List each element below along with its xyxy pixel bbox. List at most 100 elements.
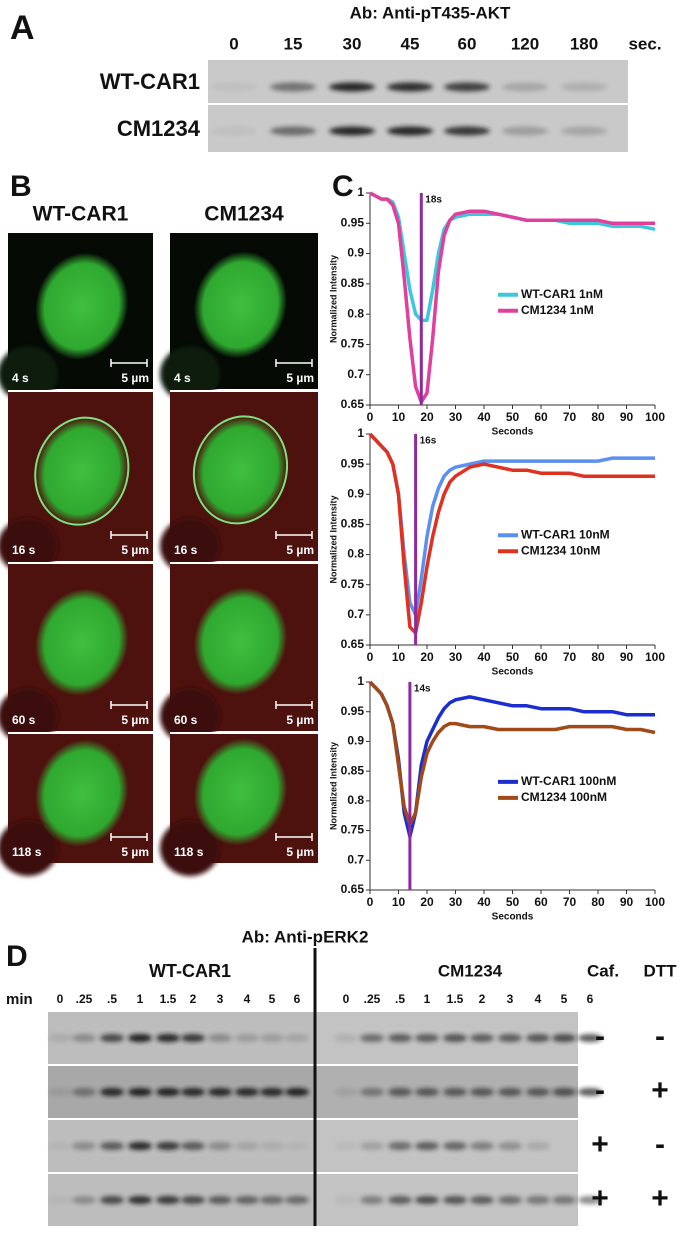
time-label: 30 [343, 34, 362, 53]
cell-membrane [34, 416, 130, 526]
group-label: WT-CAR1 [149, 961, 231, 981]
y-tick-label: 0.85 [341, 763, 365, 777]
band [270, 82, 316, 92]
band [260, 1142, 284, 1150]
band [285, 1196, 309, 1204]
condition-sign: - [595, 1074, 605, 1107]
time-label: .25 [76, 992, 93, 1006]
cell [35, 417, 129, 525]
x-tick-label: 20 [420, 650, 434, 664]
y-axis-label: Normalized Intensity [328, 495, 338, 583]
band [181, 1196, 205, 1204]
band [470, 1088, 494, 1096]
time-label: 5 [561, 992, 568, 1006]
band [443, 1196, 467, 1204]
y-axis-label: Normalized Intensity [328, 255, 338, 343]
legend-label: CM1234 10nM [521, 543, 600, 557]
time-label: 120 [511, 34, 539, 53]
band [526, 1142, 550, 1150]
column-label: CM1234 [204, 203, 284, 226]
band [388, 1196, 412, 1204]
time-label: 16 s [174, 543, 198, 557]
legend-label: WT-CAR1 1nM [521, 287, 603, 301]
band [526, 1088, 550, 1096]
band [334, 1196, 358, 1204]
band [415, 1142, 439, 1150]
condition-sign: - [595, 1020, 605, 1053]
band [387, 126, 433, 136]
scale-bar [275, 359, 313, 367]
scale-label: 5 µm [286, 371, 314, 385]
time-label: 6 [294, 992, 301, 1006]
x-axis-label: Seconds [492, 427, 534, 438]
time-label: 60 [458, 34, 477, 53]
y-tick-label: 0.65 [341, 882, 365, 896]
x-tick-label: 10 [392, 895, 406, 909]
antibody-label: Ab: Anti-pERK2 [242, 927, 369, 946]
y-tick-label: 0.65 [341, 397, 365, 411]
condition-sign: + [651, 1182, 669, 1215]
blot [208, 60, 628, 152]
neighbor-cell [160, 820, 220, 876]
x-tick-label: 70 [563, 895, 577, 909]
band [498, 1034, 522, 1042]
scale-label: 5 µm [286, 543, 314, 557]
band [181, 1034, 205, 1042]
time-label: 3 [217, 992, 224, 1006]
group-label: CM1234 [438, 961, 503, 980]
y-tick-label: 0.95 [341, 704, 365, 718]
scale-label: 5 µm [121, 713, 149, 727]
legend-label: CM1234 100nM [521, 790, 607, 804]
scale-label: 5 µm [286, 845, 314, 859]
x-tick-label: 60 [534, 410, 548, 424]
time-label: 4 s [174, 371, 191, 385]
y-tick-label: 0.8 [347, 547, 364, 561]
time-label: 5 [269, 992, 276, 1006]
y-tick-label: 0.75 [341, 337, 365, 351]
scale-label: 5 µm [286, 713, 314, 727]
unit-label: sec. [628, 34, 661, 53]
band [72, 1142, 96, 1150]
band [156, 1088, 180, 1096]
x-tick-label: 10 [392, 650, 406, 664]
band [334, 1142, 358, 1150]
band [578, 1088, 602, 1096]
min-label: min [6, 991, 33, 1008]
x-tick-label: 20 [420, 895, 434, 909]
row-label: CM1234 [117, 116, 201, 141]
neighbor-cell [0, 820, 58, 876]
time-label: 4 s [12, 371, 29, 385]
time-label: 1 [137, 992, 144, 1006]
annotation-label: 14s [414, 684, 431, 695]
legend-label: WT-CAR1 100nM [521, 774, 616, 788]
time-label: 1.5 [160, 992, 177, 1006]
x-tick-label: 40 [477, 410, 491, 424]
y-tick-label: 0.85 [341, 517, 365, 531]
x-tick-label: 0 [367, 650, 374, 664]
band [498, 1142, 522, 1150]
scale-bar [275, 833, 313, 841]
time-label: 118 s [12, 845, 42, 859]
neighbor-cell [160, 688, 220, 744]
neighbor-cell [0, 346, 58, 402]
y-tick-label: 0.75 [341, 823, 365, 837]
y-tick-label: 0.85 [341, 276, 365, 290]
band [470, 1196, 494, 1204]
band [329, 126, 375, 136]
y-tick-label: 0.7 [347, 607, 364, 621]
band [443, 1142, 467, 1150]
band [388, 1142, 412, 1150]
band [235, 1196, 259, 1204]
x-tick-label: 90 [620, 650, 634, 664]
band [181, 1088, 205, 1096]
band [552, 1088, 576, 1096]
column-label: WT-CAR1 [33, 203, 129, 226]
time-label: 4 [535, 992, 542, 1006]
band [260, 1034, 284, 1042]
x-tick-label: 30 [449, 410, 463, 424]
time-label: 45 [401, 34, 420, 53]
panel-letter: C [332, 170, 354, 203]
band [444, 82, 490, 92]
band [128, 1142, 152, 1150]
band [360, 1142, 384, 1150]
